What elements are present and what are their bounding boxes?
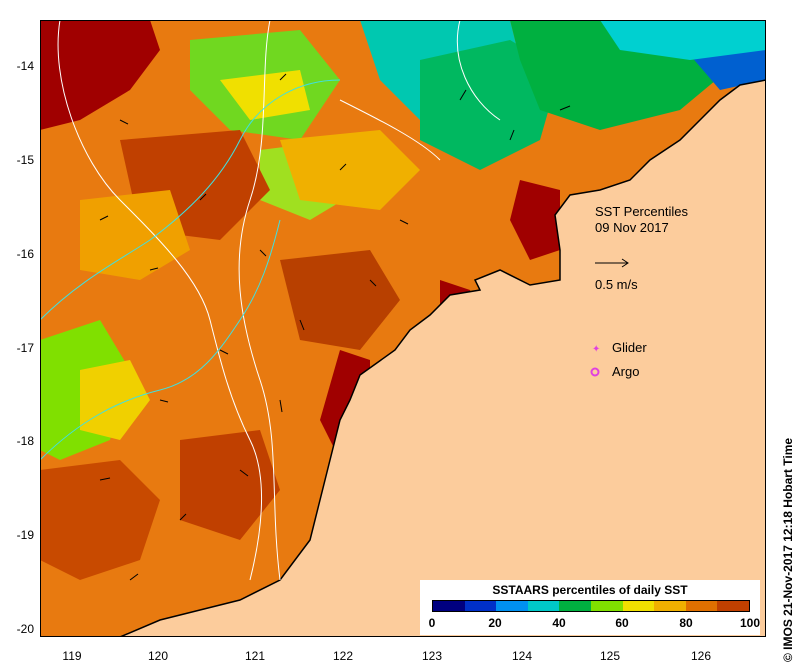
colorbar-segment xyxy=(559,601,591,611)
y-tick-label: -18 xyxy=(16,434,34,448)
x-tick-label: 120 xyxy=(147,649,169,663)
colorbar xyxy=(432,600,750,612)
glider-marker: ✦ xyxy=(592,344,600,355)
colorbar-segment xyxy=(717,601,749,611)
colorbar-label: 60 xyxy=(615,616,629,630)
y-tick-label: -15 xyxy=(16,153,34,167)
colorbar-segment xyxy=(622,601,655,611)
current-scale-label: 0.5 m/s xyxy=(595,277,638,292)
argo-marker xyxy=(590,367,600,377)
credit-text: © IMOS 21-Nov-2017 12:18 Hobart Time xyxy=(781,437,795,662)
colorbar-label: 100 xyxy=(739,616,761,630)
x-tick-label: 125 xyxy=(599,649,621,663)
y-tick-label: -19 xyxy=(16,528,34,542)
colorbar-segment xyxy=(590,601,623,611)
colorbar-panel: SSTAARS percentiles of daily SST 0 20 40… xyxy=(420,580,760,635)
colorbar-label: 80 xyxy=(679,616,693,630)
x-tick-label: 121 xyxy=(244,649,266,663)
map-date: 09 Nov 2017 xyxy=(595,220,669,235)
x-tick-label: 123 xyxy=(421,649,443,663)
colorbar-segment xyxy=(654,601,686,611)
sst-map: ✦ SST Percentiles 09 Nov 2017 0.5 m/s Gl… xyxy=(40,20,766,637)
colorbar-label: 40 xyxy=(552,616,566,630)
colorbar-label: 20 xyxy=(488,616,502,630)
colorbar-segment xyxy=(433,601,465,611)
y-tick-label: -20 xyxy=(16,622,34,636)
x-tick-label: 122 xyxy=(332,649,354,663)
x-tick-label: 126 xyxy=(690,649,712,663)
legend-glider-label: Glider xyxy=(612,340,647,355)
x-tick-label: 119 xyxy=(62,649,82,663)
colorbar-segment xyxy=(685,601,718,611)
y-tick-label: -17 xyxy=(16,341,34,355)
colorbar-segment xyxy=(527,601,560,611)
percentile-patches xyxy=(40,20,766,580)
land-mass xyxy=(119,79,766,637)
legend-argo-label: Argo xyxy=(612,364,640,379)
x-tick-label: 124 xyxy=(511,649,533,663)
colorbar-segment xyxy=(464,601,497,611)
y-tick-label: -16 xyxy=(16,247,34,261)
y-tick-label: -14 xyxy=(16,59,34,73)
current-vectors xyxy=(99,73,571,581)
colorbar-segment xyxy=(496,601,528,611)
colorbar-label: 0 xyxy=(428,616,436,630)
sst-map-canvas: ✦ xyxy=(40,20,766,637)
colorbar-title: SSTAARS percentiles of daily SST xyxy=(492,583,688,597)
altimetry-contours xyxy=(40,79,341,461)
map-title: SST Percentiles xyxy=(595,204,688,219)
current-scale-arrow xyxy=(595,258,629,268)
